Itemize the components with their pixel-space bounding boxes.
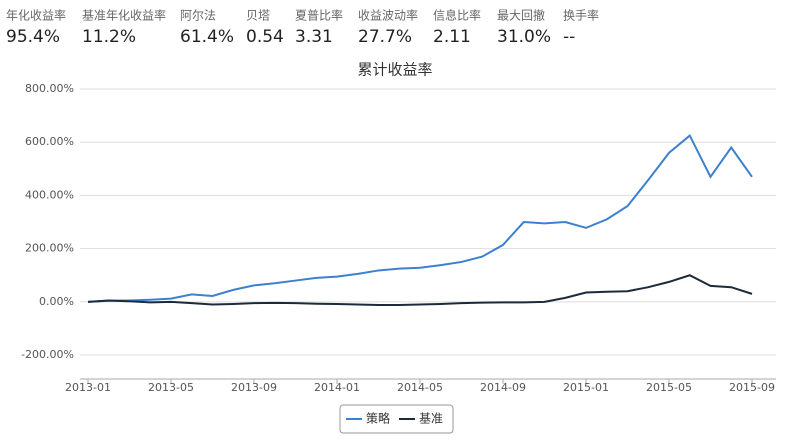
series-line bbox=[87, 133, 753, 303]
metric-label: 阿尔法 bbox=[180, 8, 216, 23]
y-tick-label: 600.00% bbox=[25, 135, 74, 148]
metric-label: 夏普比率 bbox=[295, 8, 343, 23]
metric-value: 95.4% bbox=[6, 27, 60, 47]
y-tick-label: 800.00% bbox=[25, 82, 74, 95]
chart-title: 累计收益率 bbox=[357, 61, 432, 79]
metric-value: 27.7% bbox=[358, 27, 412, 47]
metric-label: 换手率 bbox=[563, 8, 599, 23]
x-tick-label: 2015-09 bbox=[729, 381, 775, 394]
metric-label: 信息比率 bbox=[433, 8, 481, 23]
metric-value: 3.31 bbox=[295, 27, 333, 47]
x-tick-label: 2014-05 bbox=[397, 381, 443, 394]
x-tick-label: 2014-01 bbox=[314, 381, 360, 394]
metric-label: 贝塔 bbox=[246, 9, 270, 23]
metric-label: 收益波动率 bbox=[358, 8, 418, 23]
legend-box bbox=[339, 404, 454, 434]
x-tick-label: 2015-01 bbox=[563, 381, 609, 394]
x-tick-label: 2015-05 bbox=[646, 381, 692, 394]
x-tick-label: 2013-01 bbox=[65, 381, 111, 394]
series-line bbox=[87, 274, 753, 307]
x-tick-label: 2013-09 bbox=[231, 381, 277, 394]
metric-label: 基准年化收益率 bbox=[82, 8, 166, 23]
metric-label: 最大回撤 bbox=[497, 8, 545, 23]
y-tick-label: 400.00% bbox=[25, 188, 74, 201]
metric-label: 年化收益率 bbox=[6, 8, 66, 23]
metric-value: 2.11 bbox=[433, 27, 471, 47]
legend-label[interactable]: 策略 bbox=[366, 411, 390, 426]
metric-value: 61.4% bbox=[180, 27, 234, 47]
y-tick-label: 200.00% bbox=[25, 242, 74, 255]
metric-value: 0.54 bbox=[246, 27, 284, 47]
metric-value: 11.2% bbox=[82, 27, 136, 47]
y-tick-label: 0.00% bbox=[39, 295, 74, 308]
x-tick-label: 2014-09 bbox=[480, 381, 526, 394]
y-tick-label: -200.00% bbox=[21, 348, 74, 361]
legend-label[interactable]: 基准 bbox=[419, 412, 443, 426]
metric-value: -- bbox=[563, 27, 575, 47]
x-tick-label: 2013-05 bbox=[148, 381, 194, 394]
metric-value: 31.0% bbox=[497, 27, 551, 47]
